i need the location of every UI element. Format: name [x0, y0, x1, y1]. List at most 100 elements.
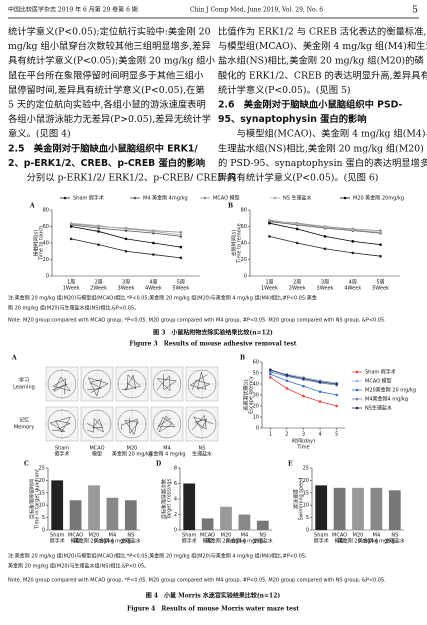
y-tick-label: 0: [256, 426, 259, 432]
section-heading: 95、synaptophysin 蛋白的影响: [218, 113, 367, 125]
legend-marker: [355, 406, 359, 410]
data-point: [152, 253, 155, 256]
y-tick-label: 5: [42, 515, 45, 521]
data-point: [285, 379, 289, 383]
y-tick-label: 60: [241, 224, 247, 230]
y-tick-label: 8: [174, 466, 177, 472]
section-heading: 2、p-ERK1/2、CREB、p-CREB 蛋白的影响: [8, 157, 205, 169]
data-point: [269, 368, 272, 372]
data-point: [97, 243, 100, 246]
body-line: 鼠在平台所在象限停留时间明显多于其他三组小: [8, 69, 204, 81]
section-heading: 2.5 美金刚对于脑缺血小鼠脑组织中 ERK1/: [8, 142, 198, 154]
x-tick-label: NS: [127, 533, 134, 539]
x-axis-label: 时间(day): [292, 438, 315, 445]
legend-marker: [273, 196, 277, 200]
x-tick-label: MCAO: [68, 533, 83, 539]
data-point: [351, 240, 355, 243]
x-tick-label: 美金刚 4 mg/kg: [226, 538, 263, 545]
y-axis-label: Time to touch: [39, 226, 45, 262]
data-point: [318, 400, 322, 403]
column-label: Sham: [55, 446, 69, 452]
row-label: 记忆: [19, 417, 29, 424]
data-point: [379, 230, 382, 234]
y-tick-label: 0: [42, 528, 45, 534]
x-tick-label: 3: [302, 432, 305, 438]
x-tick-label: 模型: [203, 538, 213, 545]
legend-label: M20美金刚 20 mg/kg: [365, 387, 416, 394]
y-tick-label: 2: [174, 512, 177, 518]
journal-en: Chin J Comp Med, June 2019, Vol. 29, No.…: [190, 7, 323, 14]
y-axis-label: Escape latency: [249, 376, 255, 414]
data-point: [152, 230, 155, 233]
y-axis-label: 游泳速度: [293, 489, 300, 509]
y-tick-label: 60: [43, 224, 49, 230]
bar: [69, 500, 82, 530]
panel-label: D: [156, 461, 161, 468]
y-tick-label: 20: [39, 478, 45, 484]
x-tick-label: 模型: [335, 538, 345, 545]
y-tick-label: 20: [253, 404, 259, 410]
bar: [352, 487, 364, 530]
data-point: [124, 249, 128, 253]
x-tick-label: NS: [259, 533, 266, 539]
journal-cn: 中国比较医学杂志 2019 年 6 月第 29 卷第 6 期: [8, 6, 138, 14]
figure-caption: 图 4 小鼠 Morris 水迷宫实验结果比较(n=12): [146, 592, 281, 600]
x-tick-label: 生理盐水: [385, 538, 405, 545]
x-tick-label: 1周: [67, 280, 75, 286]
swim-path: [120, 417, 139, 436]
body-line: 异具有统计学意义(P<0.05)。(见图 6): [218, 172, 378, 184]
body-line: 分别以 p-ERK1/2/ ERK1/2、p-CREB/ CREB 的: [8, 172, 236, 184]
data-point: [351, 251, 355, 255]
data-point: [318, 390, 322, 394]
data-point: [335, 382, 339, 386]
legend-marker: [355, 388, 359, 392]
x-tick-label: 4Week: [344, 286, 361, 292]
bar: [106, 497, 119, 530]
y-tick-label: 40: [43, 241, 49, 247]
legend-label: MCAO 模型: [365, 378, 392, 385]
y-tick-label: 40: [241, 241, 247, 247]
bar: [370, 487, 383, 530]
column-label: 生理盐水: [192, 451, 212, 458]
legend-label: MCAO 模型: [213, 195, 240, 202]
x-tick-label: M4: [109, 533, 117, 539]
y-axis-label: 接触时间(s): [33, 230, 40, 257]
x-tick-label: 4周: [349, 280, 357, 286]
data-point: [323, 247, 327, 251]
body-line: 意义。(见图 4): [8, 128, 71, 140]
data-point: [124, 237, 128, 241]
x-tick-label: 美金刚 20 mg/kg: [74, 538, 114, 545]
x-tick-label: 2周: [293, 280, 301, 286]
figure-caption-en: Figure 4 Results of mouse Morris water m…: [127, 606, 299, 613]
legend-label: Sham 假手术: [365, 369, 396, 376]
swim-path: [86, 377, 109, 397]
y-axis-label: Time to remove: [237, 223, 243, 263]
data-point: [295, 222, 299, 226]
x-tick-label: 5: [335, 432, 338, 438]
x-tick-label: 3周: [122, 280, 130, 286]
swim-path: [156, 415, 176, 433]
y-tick-label: 0: [174, 528, 177, 534]
legend-marker: [63, 196, 67, 200]
body-line: mg/kg 组小鼠穿台次数较其他三组明显增多,差异: [8, 40, 211, 52]
figure-caption: 图 3 小鼠粘附物去除实验结果比较(n=12): [153, 329, 273, 337]
x-tick-label: 5周: [177, 280, 185, 286]
y-tick-label: 0: [306, 528, 309, 534]
data-point: [335, 404, 339, 408]
x-axis-label: Time: [296, 445, 309, 451]
y-axis-label: Target crossings: [167, 478, 173, 520]
figure-note: 刚 20 mg/kg 组(M20)与生理盐水组(NS)相比,&P<0.05。: [8, 305, 139, 312]
swim-path: [51, 376, 71, 395]
x-tick-label: M20: [221, 533, 232, 539]
body-line: 比值作为 ERK1/2 与 CREB 活化表达的衡量标准,: [218, 26, 426, 38]
data-point: [97, 230, 100, 233]
y-tick-label: 80: [241, 208, 247, 214]
series-line: [269, 236, 381, 257]
data-point: [268, 221, 271, 225]
data-point: [323, 226, 327, 229]
bar: [333, 487, 346, 530]
x-tick-label: 1周: [265, 280, 273, 286]
body-line: 与模型组(MCAO)、美金刚 4 mg/kg 组(M4)和生理: [218, 40, 427, 52]
panel-label: C: [24, 461, 29, 468]
section-heading: 2.6 美金刚对于脑缺血小鼠脑组织中 PSD-: [218, 99, 403, 111]
